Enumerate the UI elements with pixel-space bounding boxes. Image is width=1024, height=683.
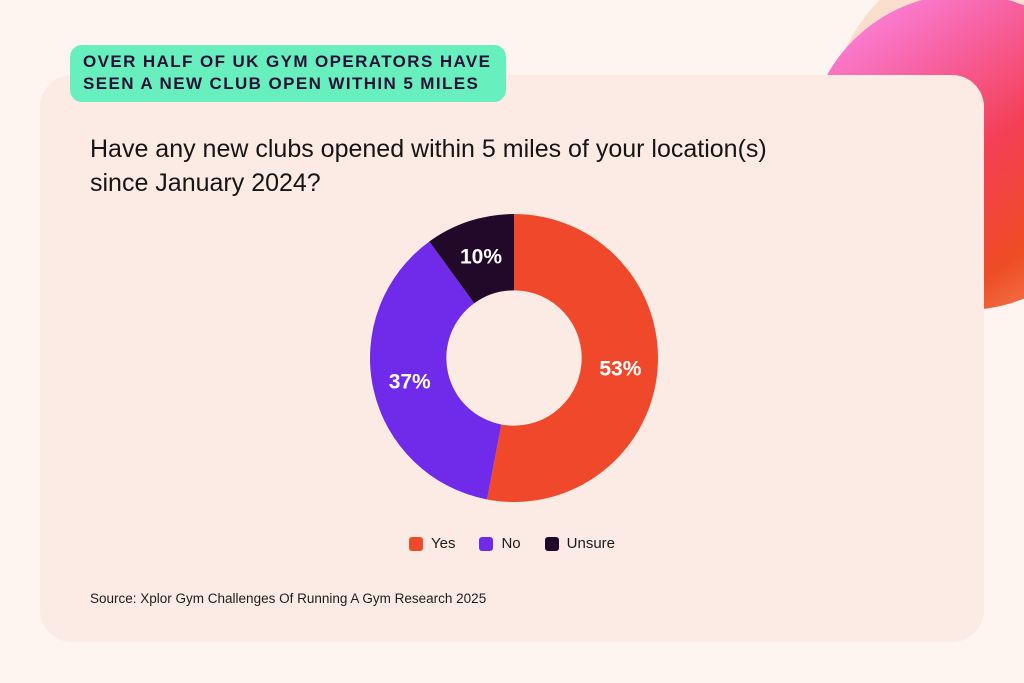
legend-item-yes: Yes xyxy=(408,535,456,552)
donut-chart-container: 53% 37% 10% xyxy=(364,208,664,508)
donut-chart: 53% 37% 10% xyxy=(370,214,658,503)
question-title: Have any new clubs opened within 5 miles… xyxy=(90,132,767,200)
donut-slice-yes xyxy=(487,214,658,503)
legend-label-yes: Yes xyxy=(430,535,456,552)
question-title-line2: since January 2024? xyxy=(90,169,321,197)
slice-value-label-no: 37% xyxy=(389,371,431,394)
chart-card: Have any new clubs opened within 5 miles… xyxy=(40,75,984,642)
slice-value-label-yes: 53% xyxy=(599,357,641,380)
legend-swatch-no xyxy=(479,536,494,551)
legend-swatch-yes xyxy=(408,536,423,551)
chart-legend: Yes No Unsure xyxy=(40,535,984,552)
donut-slice-no xyxy=(370,241,502,500)
question-title-line1: Have any new clubs opened within 5 miles… xyxy=(90,135,767,163)
slice-value-label-unsure: 10% xyxy=(460,246,502,269)
source-text: Source: Xplor Gym Challenges Of Running … xyxy=(90,591,487,606)
legend-item-no: No xyxy=(479,535,521,552)
headline-badge-line2: SEEN A NEW CLUB OPEN WITHIN 5 MILES xyxy=(83,74,480,93)
legend-label-no: No xyxy=(501,535,521,552)
headline-badge: OVER HALF OF UK GYM OPERATORS HAVE SEEN … xyxy=(70,45,507,102)
legend-swatch-unsure xyxy=(544,536,559,551)
legend-label-unsure: Unsure xyxy=(566,535,616,552)
headline-badge-line1: OVER HALF OF UK GYM OPERATORS HAVE xyxy=(83,52,492,71)
donut-slice-unsure xyxy=(429,214,514,304)
legend-item-unsure: Unsure xyxy=(544,535,616,552)
